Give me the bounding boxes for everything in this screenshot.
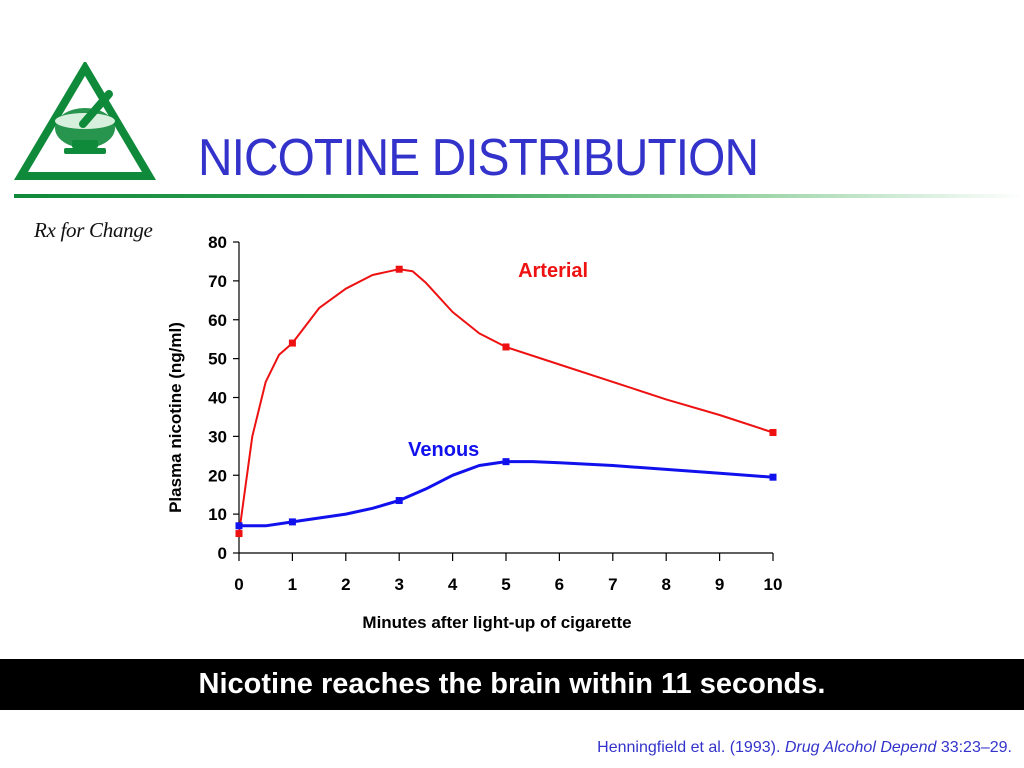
venous-data-point <box>395 497 403 505</box>
venous-data-point <box>502 458 510 466</box>
citation-authors: Henningfield et al. (1993). <box>597 739 781 756</box>
mortar-pestle-icon <box>13 62 157 180</box>
arterial-series-label: Arterial <box>518 260 588 282</box>
rx-for-change-logo: Rx for Change <box>10 62 160 242</box>
y-tick-label: 70 <box>208 272 227 291</box>
y-axis-title: Plasma nicotine (ng/ml) <box>166 322 185 513</box>
venous-data-point <box>769 473 777 481</box>
y-tick-label: 40 <box>208 389 227 408</box>
x-tick-label: 4 <box>448 575 458 594</box>
x-tick-label: 1 <box>288 575 297 594</box>
y-tick-label: 20 <box>208 466 227 485</box>
x-tick-label: 6 <box>555 575 564 594</box>
chart-svg: 0 10 20 30 40 50 60 70 80 0 1 2 3 4 5 6 7 8 9 10 Minutes aft… <box>166 233 783 632</box>
y-tick-label: 60 <box>208 311 227 330</box>
x-tick-label: 5 <box>501 575 510 594</box>
citation-journal: Drug Alcohol Depend <box>784 739 937 756</box>
citation-pages: 33:23–29. <box>940 739 1012 756</box>
citation: Henningfield et al. (1993). Drug Alcohol… <box>597 739 1012 757</box>
x-tick-label: 8 <box>661 575 670 594</box>
title-divider <box>14 194 1024 198</box>
y-tick-label: 10 <box>208 505 227 524</box>
arterial-data-point <box>769 428 777 436</box>
arterial-data-point <box>395 265 403 273</box>
x-axis-title: Minutes after light-up of cigarette <box>362 613 631 632</box>
y-tick-label: 30 <box>208 427 227 446</box>
x-tick-label: 7 <box>608 575 617 594</box>
y-tick-label: 80 <box>208 233 227 252</box>
logo-text: Rx for Change <box>34 218 153 242</box>
arterial-data-point <box>288 339 296 347</box>
venous-series-line <box>239 460 774 528</box>
y-tick-label: 0 <box>218 544 227 563</box>
venous-data-point <box>235 522 243 530</box>
nicotine-chart: 0 10 20 30 40 50 60 70 80 0 1 2 3 4 5 6 7 8 9 10 Minutes aft… <box>150 222 810 642</box>
y-tick-label: 50 <box>208 350 227 369</box>
x-tick-label: 0 <box>234 575 243 594</box>
arterial-data-point <box>235 530 243 538</box>
venous-data-point <box>288 518 296 526</box>
x-tick-label: 9 <box>715 575 724 594</box>
summary-banner: Nicotine reaches the brain within 11 sec… <box>0 659 1024 710</box>
venous-series-label: Venous <box>408 439 479 461</box>
x-tick-label: 10 <box>764 575 783 594</box>
arterial-data-point <box>502 343 510 351</box>
x-tick-label: 3 <box>394 575 403 594</box>
slide-title: NICOTINE DISTRIBUTION <box>198 129 759 187</box>
x-tick-label: 2 <box>341 575 350 594</box>
arterial-series-line <box>238 268 774 534</box>
